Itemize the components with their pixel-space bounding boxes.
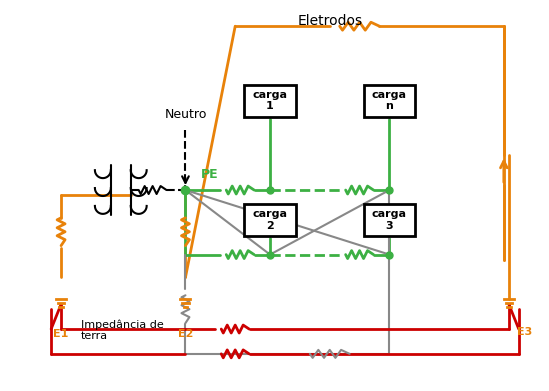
Text: E2: E2 <box>178 329 193 339</box>
FancyBboxPatch shape <box>363 85 415 117</box>
Text: E3: E3 <box>517 327 532 337</box>
Text: Eletrodos: Eletrodos <box>297 14 362 28</box>
Text: E1: E1 <box>53 329 69 339</box>
Text: PE: PE <box>200 168 218 181</box>
Text: carga
3: carga 3 <box>372 209 407 231</box>
Text: Neutro: Neutro <box>164 108 206 120</box>
Text: carga
2: carga 2 <box>253 209 288 231</box>
FancyBboxPatch shape <box>244 85 296 117</box>
FancyBboxPatch shape <box>244 204 296 236</box>
Text: Impedância de
terra: Impedância de terra <box>81 319 164 341</box>
FancyBboxPatch shape <box>363 204 415 236</box>
Text: carga
1: carga 1 <box>253 90 288 111</box>
Text: carga
n: carga n <box>372 90 407 111</box>
